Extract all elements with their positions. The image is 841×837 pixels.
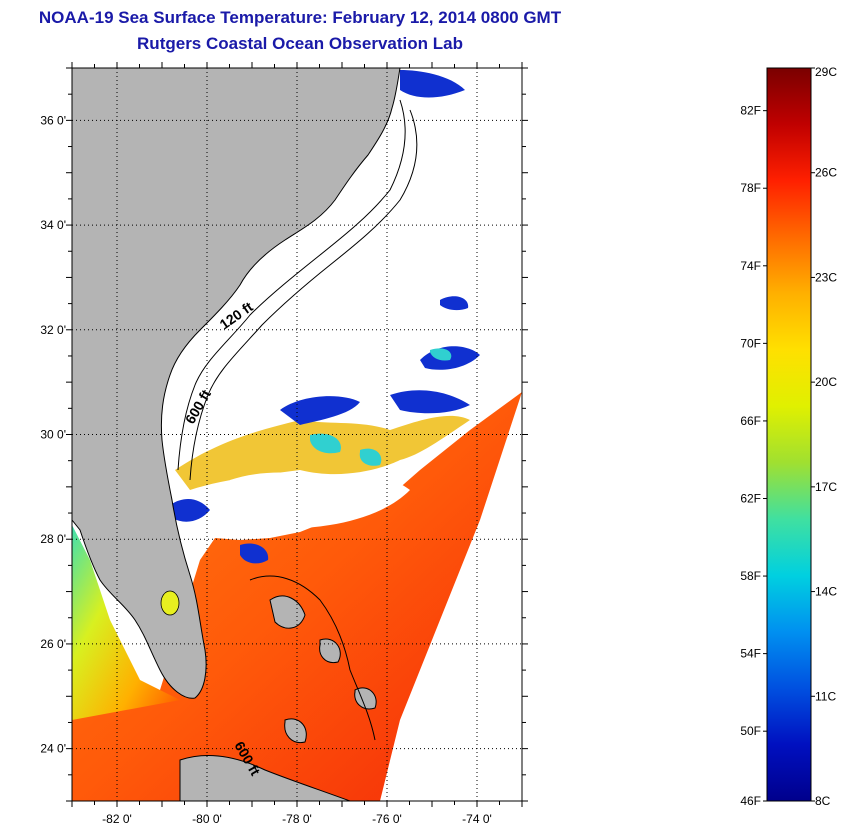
lat-tick-label: 32 0' — [40, 323, 66, 337]
lon-tick-label: -82 0' — [102, 812, 132, 826]
land-mass — [72, 68, 401, 699]
colorbar-bar — [766, 67, 812, 802]
sst-cold-patches — [170, 70, 480, 564]
lat-tick-label: 28 0' — [40, 532, 66, 546]
sst-gulf-region — [72, 525, 180, 720]
grid-lines — [72, 68, 522, 801]
lat-tick-label: 26 0' — [40, 637, 66, 651]
colorbar-celsius-label: 17C — [815, 480, 837, 494]
colorbar-fahrenheit-label: 70F — [740, 336, 761, 350]
colorbar: 29C 26C 23C 20C 17C 14C 11C 8C 82F 78F 74F 70F 66F 6… — [740, 65, 837, 808]
colorbar-fahrenheit-labels: 82F 78F 74F 70F 66F 62F 58F 54F 50F 46F — [740, 104, 767, 808]
lon-tick-label: -74 0' — [462, 812, 492, 826]
colorbar-fahrenheit-label: 50F — [740, 724, 761, 738]
colorbar-celsius-label: 23C — [815, 270, 837, 284]
map-title: NOAA-19 Sea Surface Temperature: Februar… — [38, 8, 562, 27]
colorbar-fahrenheit-label: 58F — [740, 569, 761, 583]
contour-600ft — [189, 109, 418, 481]
lon-tick-label: -80 0' — [192, 812, 222, 826]
colorbar-fahrenheit-label: 66F — [740, 414, 761, 428]
colorbar-celsius-label: 20C — [815, 375, 837, 389]
latitude-labels: 36 0' 34 0' 32 0' 30 0' 28 0' 26 0' 24 0' — [40, 113, 66, 755]
colorbar-fahrenheit-label: 54F — [740, 647, 761, 661]
lat-tick-label: 30 0' — [40, 428, 66, 442]
colorbar-fahrenheit-label: 62F — [740, 491, 761, 505]
colorbar-fahrenheit-label: 78F — [740, 181, 761, 195]
longitude-labels: -82 0' -80 0' -78 0' -76 0' -74 0' — [102, 812, 492, 826]
contour-bahamas — [249, 575, 376, 741]
lake-okeechobee — [160, 590, 180, 616]
colorbar-celsius-labels: 29C 26C 23C 20C 17C 14C 11C 8C — [811, 65, 837, 808]
colorbar-fahrenheit-label: 46F — [740, 794, 761, 808]
map-panel: -82 0' -80 0' -78 0' -76 0' -74 0' 36 0' 34 0… — [40, 62, 528, 826]
colorbar-fahrenheit-label: 74F — [740, 259, 761, 273]
colorbar-celsius-label: 8C — [815, 794, 831, 808]
axis-ticks — [66, 62, 528, 807]
cloud-cover — [229, 472, 410, 529]
cuba-coast — [179, 754, 351, 801]
colorbar-celsius-label: 14C — [815, 585, 837, 599]
lat-tick-label: 34 0' — [40, 218, 66, 232]
map-subtitle: Rutgers Coastal Ocean Observation Lab — [137, 34, 463, 53]
contour-120ft — [177, 99, 406, 471]
lat-tick-label: 36 0' — [40, 113, 66, 127]
colorbar-celsius-label: 29C — [815, 65, 837, 79]
lon-tick-label: -76 0' — [372, 812, 402, 826]
lat-tick-label: 24 0' — [40, 742, 66, 756]
colorbar-celsius-label: 26C — [815, 166, 837, 180]
bahamas-islands — [269, 595, 377, 744]
lon-tick-label: -78 0' — [282, 812, 312, 826]
colorbar-celsius-label: 11C — [815, 689, 836, 703]
colorbar-fahrenheit-label: 82F — [740, 104, 761, 118]
